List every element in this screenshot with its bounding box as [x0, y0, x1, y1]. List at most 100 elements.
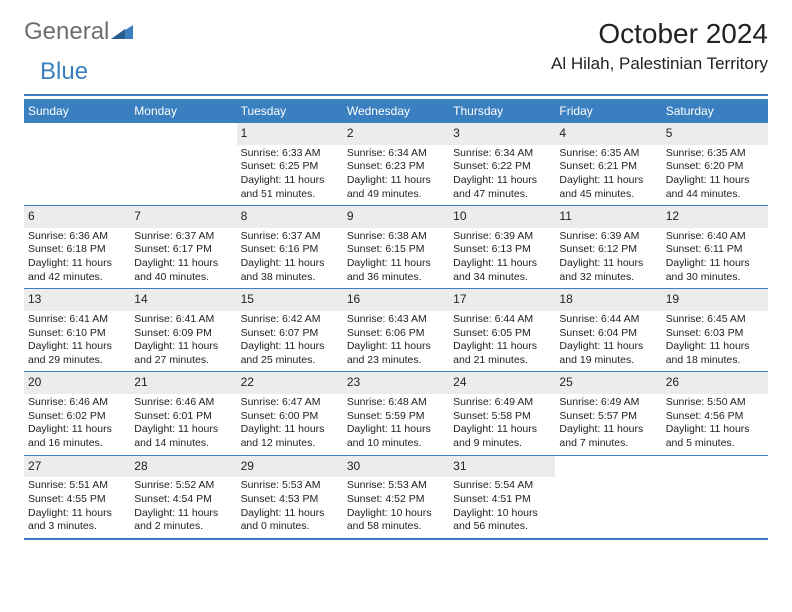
sunrise-text: Sunrise: 6:39 AM — [559, 230, 657, 244]
day-cell: 12Sunrise: 6:40 AMSunset: 6:11 PMDayligh… — [662, 206, 768, 288]
day-number: 15 — [237, 289, 343, 311]
day-number: 17 — [449, 289, 555, 311]
day-detail: Sunrise: 6:43 AMSunset: 6:06 PMDaylight:… — [343, 311, 449, 372]
daylight-text: Daylight: 11 hours and 7 minutes. — [559, 423, 657, 450]
dow-friday: Friday — [555, 99, 661, 123]
day-number: 1 — [237, 123, 343, 145]
day-detail: Sunrise: 6:38 AMSunset: 6:15 PMDaylight:… — [343, 228, 449, 289]
day-number: 26 — [662, 372, 768, 394]
day-detail: Sunrise: 6:42 AMSunset: 6:07 PMDaylight:… — [237, 311, 343, 372]
day-detail: Sunrise: 6:36 AMSunset: 6:18 PMDaylight:… — [24, 228, 130, 289]
sunset-text: Sunset: 6:17 PM — [134, 243, 232, 257]
daylight-text: Daylight: 11 hours and 3 minutes. — [28, 507, 126, 534]
sunset-text: Sunset: 6:21 PM — [559, 160, 657, 174]
brand-logo: General — [24, 18, 133, 46]
title-block: October 2024 Al Hilah, Palestinian Terri… — [551, 18, 768, 74]
sunset-text: Sunset: 6:03 PM — [666, 327, 764, 341]
day-cell: 21Sunrise: 6:46 AMSunset: 6:01 PMDayligh… — [130, 372, 236, 454]
sunrise-text: Sunrise: 6:41 AM — [134, 313, 232, 327]
daylight-text: Daylight: 11 hours and 10 minutes. — [347, 423, 445, 450]
day-cell: 23Sunrise: 6:48 AMSunset: 5:59 PMDayligh… — [343, 372, 449, 454]
sunset-text: Sunset: 4:56 PM — [666, 410, 764, 424]
day-cell — [24, 123, 130, 205]
daylight-text: Daylight: 11 hours and 9 minutes. — [453, 423, 551, 450]
location: Al Hilah, Palestinian Territory — [551, 54, 768, 74]
daylight-text: Daylight: 11 hours and 27 minutes. — [134, 340, 232, 367]
day-cell: 20Sunrise: 6:46 AMSunset: 6:02 PMDayligh… — [24, 372, 130, 454]
day-cell: 4Sunrise: 6:35 AMSunset: 6:21 PMDaylight… — [555, 123, 661, 205]
day-detail: Sunrise: 6:41 AMSunset: 6:10 PMDaylight:… — [24, 311, 130, 372]
day-detail: Sunrise: 6:37 AMSunset: 6:16 PMDaylight:… — [237, 228, 343, 289]
day-detail: Sunrise: 6:39 AMSunset: 6:12 PMDaylight:… — [555, 228, 661, 289]
day-cell: 17Sunrise: 6:44 AMSunset: 6:05 PMDayligh… — [449, 289, 555, 371]
daylight-text: Daylight: 11 hours and 12 minutes. — [241, 423, 339, 450]
sunrise-text: Sunrise: 6:45 AM — [666, 313, 764, 327]
sunset-text: Sunset: 6:01 PM — [134, 410, 232, 424]
daylight-text: Daylight: 11 hours and 2 minutes. — [134, 507, 232, 534]
sunset-text: Sunset: 6:00 PM — [241, 410, 339, 424]
daylight-text: Daylight: 10 hours and 58 minutes. — [347, 507, 445, 534]
daylight-text: Daylight: 11 hours and 0 minutes. — [241, 507, 339, 534]
day-number: 4 — [555, 123, 661, 145]
sunrise-text: Sunrise: 6:46 AM — [28, 396, 126, 410]
sunrise-text: Sunrise: 6:44 AM — [453, 313, 551, 327]
dow-saturday: Saturday — [662, 99, 768, 123]
daylight-text: Daylight: 11 hours and 44 minutes. — [666, 174, 764, 201]
day-cell: 3Sunrise: 6:34 AMSunset: 6:22 PMDaylight… — [449, 123, 555, 205]
day-detail: Sunrise: 6:49 AMSunset: 5:57 PMDaylight:… — [555, 394, 661, 455]
day-number: 8 — [237, 206, 343, 228]
sunset-text: Sunset: 4:54 PM — [134, 493, 232, 507]
day-number: 11 — [555, 206, 661, 228]
sunrise-text: Sunrise: 6:49 AM — [453, 396, 551, 410]
day-number: 5 — [662, 123, 768, 145]
sunset-text: Sunset: 4:51 PM — [453, 493, 551, 507]
day-number: 22 — [237, 372, 343, 394]
day-detail: Sunrise: 5:50 AMSunset: 4:56 PMDaylight:… — [662, 394, 768, 455]
sunset-text: Sunset: 6:11 PM — [666, 243, 764, 257]
sunset-text: Sunset: 6:25 PM — [241, 160, 339, 174]
dow-sunday: Sunday — [24, 99, 130, 123]
day-detail: Sunrise: 6:41 AMSunset: 6:09 PMDaylight:… — [130, 311, 236, 372]
day-number: 19 — [662, 289, 768, 311]
day-cell: 5Sunrise: 6:35 AMSunset: 6:20 PMDaylight… — [662, 123, 768, 205]
day-number: 12 — [662, 206, 768, 228]
day-detail: Sunrise: 6:33 AMSunset: 6:25 PMDaylight:… — [237, 145, 343, 206]
sunrise-text: Sunrise: 6:48 AM — [347, 396, 445, 410]
day-number: 10 — [449, 206, 555, 228]
day-number: 7 — [130, 206, 236, 228]
day-cell: 16Sunrise: 6:43 AMSunset: 6:06 PMDayligh… — [343, 289, 449, 371]
daylight-text: Daylight: 10 hours and 56 minutes. — [453, 507, 551, 534]
sunrise-text: Sunrise: 6:35 AM — [666, 147, 764, 161]
day-cell: 10Sunrise: 6:39 AMSunset: 6:13 PMDayligh… — [449, 206, 555, 288]
sunrise-text: Sunrise: 6:44 AM — [559, 313, 657, 327]
day-number: 20 — [24, 372, 130, 394]
daylight-text: Daylight: 11 hours and 14 minutes. — [134, 423, 232, 450]
top-rule — [24, 94, 768, 96]
day-cell: 7Sunrise: 6:37 AMSunset: 6:17 PMDaylight… — [130, 206, 236, 288]
daylight-text: Daylight: 11 hours and 5 minutes. — [666, 423, 764, 450]
daylight-text: Daylight: 11 hours and 40 minutes. — [134, 257, 232, 284]
day-number: 18 — [555, 289, 661, 311]
sunrise-text: Sunrise: 6:43 AM — [347, 313, 445, 327]
daylight-text: Daylight: 11 hours and 18 minutes. — [666, 340, 764, 367]
sunrise-text: Sunrise: 6:38 AM — [347, 230, 445, 244]
day-cell: 8Sunrise: 6:37 AMSunset: 6:16 PMDaylight… — [237, 206, 343, 288]
sunrise-text: Sunrise: 6:33 AM — [241, 147, 339, 161]
day-number: 27 — [24, 456, 130, 478]
day-number: 2 — [343, 123, 449, 145]
daylight-text: Daylight: 11 hours and 30 minutes. — [666, 257, 764, 284]
day-cell: 18Sunrise: 6:44 AMSunset: 6:04 PMDayligh… — [555, 289, 661, 371]
daylight-text: Daylight: 11 hours and 51 minutes. — [241, 174, 339, 201]
day-detail: Sunrise: 6:49 AMSunset: 5:58 PMDaylight:… — [449, 394, 555, 455]
day-cell: 31Sunrise: 5:54 AMSunset: 4:51 PMDayligh… — [449, 456, 555, 538]
day-detail: Sunrise: 6:34 AMSunset: 6:22 PMDaylight:… — [449, 145, 555, 206]
day-detail: Sunrise: 6:48 AMSunset: 5:59 PMDaylight:… — [343, 394, 449, 455]
daylight-text: Daylight: 11 hours and 49 minutes. — [347, 174, 445, 201]
day-cell: 22Sunrise: 6:47 AMSunset: 6:00 PMDayligh… — [237, 372, 343, 454]
sunrise-text: Sunrise: 6:36 AM — [28, 230, 126, 244]
daylight-text: Daylight: 11 hours and 32 minutes. — [559, 257, 657, 284]
sunrise-text: Sunrise: 6:46 AM — [134, 396, 232, 410]
sunrise-text: Sunrise: 5:54 AM — [453, 479, 551, 493]
sunset-text: Sunset: 6:23 PM — [347, 160, 445, 174]
day-cell: 26Sunrise: 5:50 AMSunset: 4:56 PMDayligh… — [662, 372, 768, 454]
